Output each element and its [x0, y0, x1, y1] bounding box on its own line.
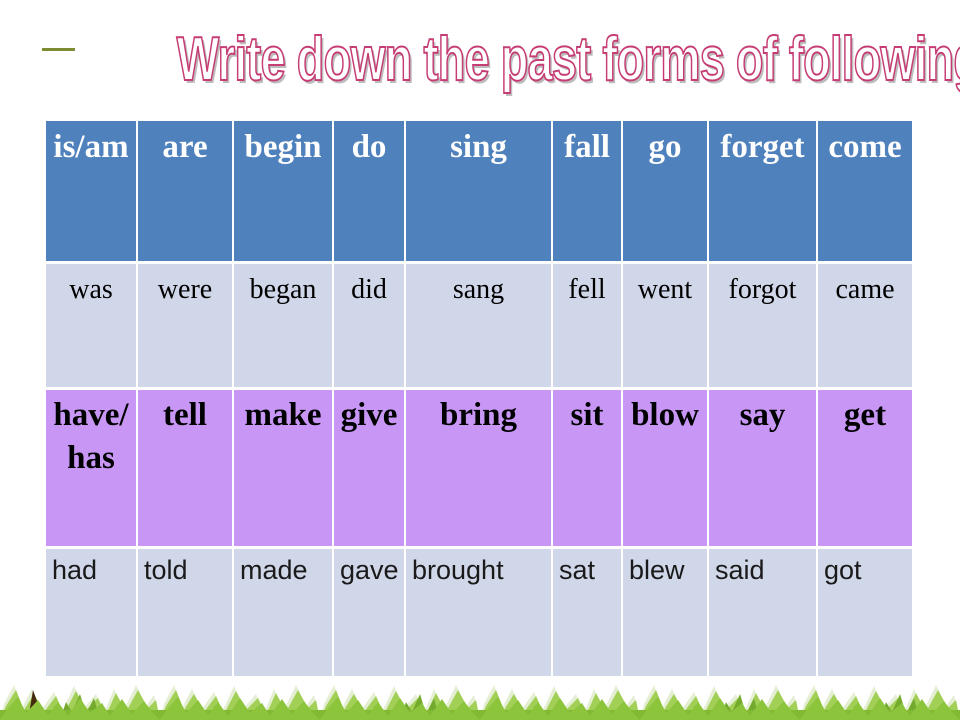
verb-cell: came [818, 264, 912, 387]
verb-cell: come [818, 121, 912, 261]
verb-cell: bring [406, 390, 551, 546]
verb-cell: had [46, 549, 136, 676]
grass-image [0, 685, 960, 720]
verb-cell: began [234, 264, 332, 387]
verb-cell: got [818, 549, 912, 676]
verb-cell: forgot [709, 264, 816, 387]
verb-cell: sit [553, 390, 621, 546]
verb-cell: do [334, 121, 404, 261]
table-row-past-be: was were began did sang fell went forgot… [46, 264, 912, 387]
verb-forms-table: is/am are begin do sing fall go forget c… [44, 118, 914, 679]
verb-cell: sing [406, 121, 551, 261]
verb-cell: was [46, 264, 136, 387]
verb-cell: told [138, 549, 232, 676]
verb-cell: sat [553, 549, 621, 676]
verb-cell: make [234, 390, 332, 546]
verb-cell: are [138, 121, 232, 261]
table-row-present-be: is/am are begin do sing fall go forget c… [46, 121, 912, 261]
verb-cell: sang [406, 264, 551, 387]
verb-cell: is/am [46, 121, 136, 261]
verb-cell: tell [138, 390, 232, 546]
verb-cell: gave [334, 549, 404, 676]
verb-cell: blew [623, 549, 707, 676]
verb-cell: were [138, 264, 232, 387]
slide-title-text: Write down the past forms of following v… [176, 24, 960, 95]
verb-cell: fell [553, 264, 621, 387]
pen-mark [42, 48, 75, 51]
verb-cell: brought [406, 549, 551, 676]
table-row-past-have: had told made gave brought sat blew said… [46, 549, 912, 676]
verb-cell: went [623, 264, 707, 387]
verb-cell: did [334, 264, 404, 387]
verb-cell: forget [709, 121, 816, 261]
verb-cell: made [234, 549, 332, 676]
verb-cell: give [334, 390, 404, 546]
verb-cell: begin [234, 121, 332, 261]
slide-title: Write down the past forms of following v… [0, 24, 960, 95]
verb-cell: said [709, 549, 816, 676]
verb-cell: blow [623, 390, 707, 546]
verb-cell: go [623, 121, 707, 261]
verb-cell: have/ has [46, 390, 136, 546]
verb-cell: get [818, 390, 912, 546]
table-row-present-have: have/ has tell make give bring sit blow … [46, 390, 912, 546]
verb-cell: say [709, 390, 816, 546]
verb-cell: fall [553, 121, 621, 261]
